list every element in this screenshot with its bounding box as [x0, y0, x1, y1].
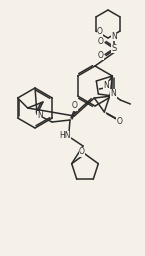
Text: O: O: [116, 116, 122, 125]
Text: N: N: [37, 112, 43, 121]
Text: O: O: [97, 27, 103, 36]
Text: N: N: [103, 81, 109, 91]
Text: O: O: [98, 51, 104, 60]
Text: N: N: [110, 90, 116, 99]
Text: S: S: [112, 44, 117, 53]
Text: O: O: [79, 147, 85, 156]
Text: N: N: [111, 32, 117, 41]
Text: HN: HN: [59, 132, 71, 141]
Text: O: O: [98, 37, 104, 46]
Text: O: O: [72, 101, 78, 111]
